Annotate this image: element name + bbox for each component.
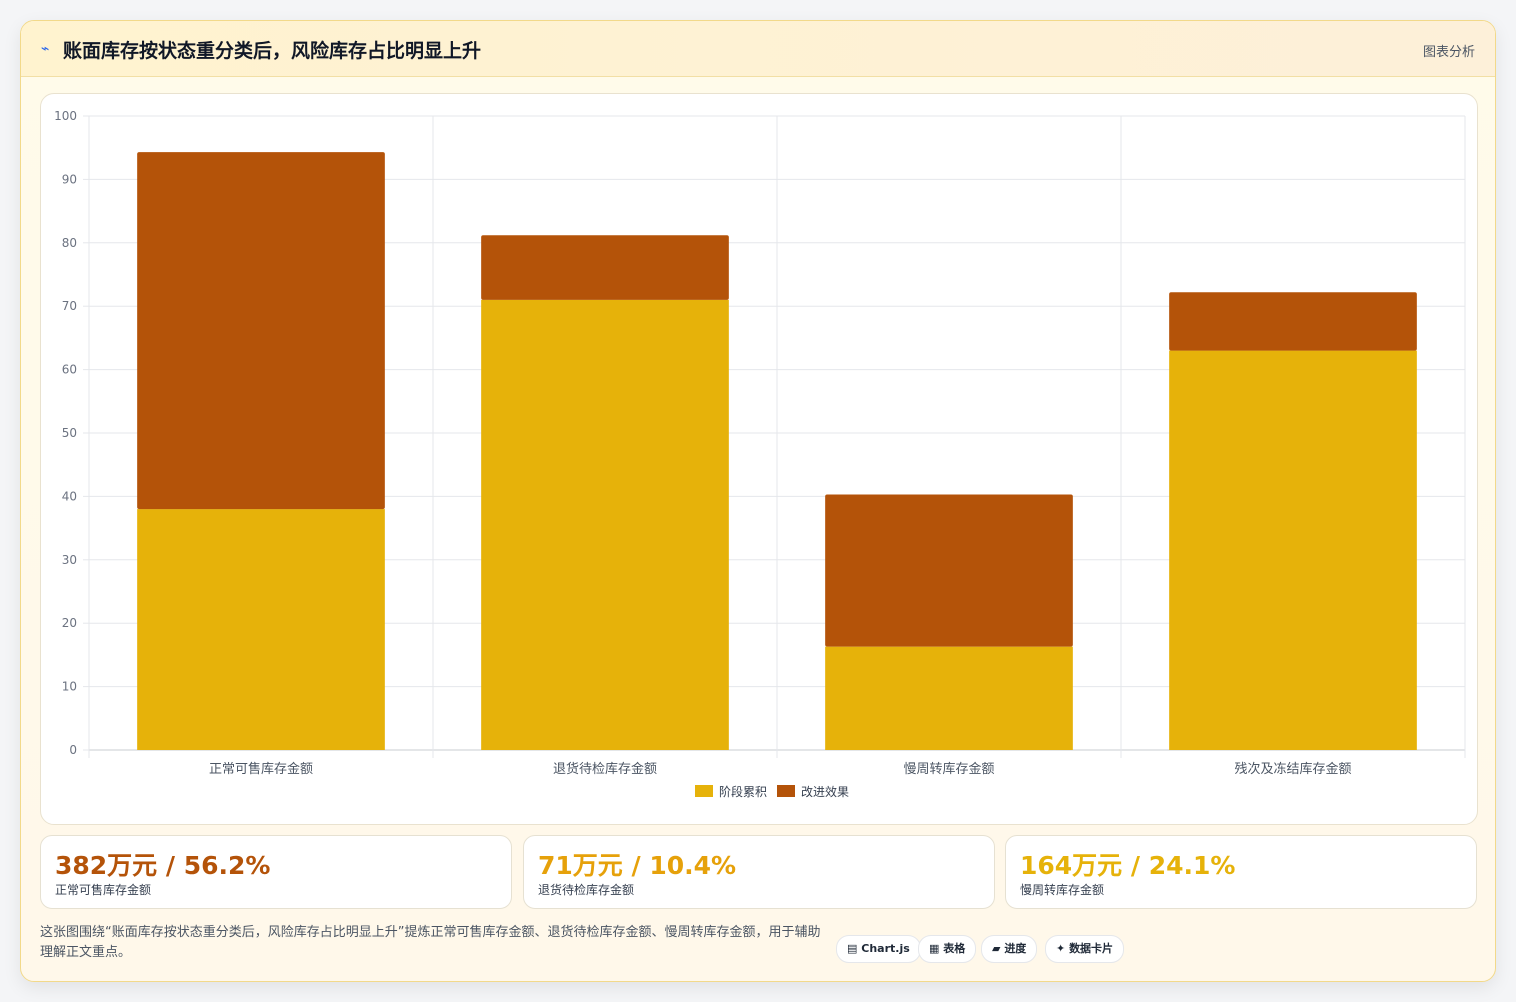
x-tick-label: 退货待检库存金额 (553, 761, 657, 777)
pill-progress[interactable]: ▰ 进度 (981, 935, 1038, 963)
y-tick-label: 80 (62, 236, 77, 250)
kpi-card-normal: 382万元 / 56.2% 正常可售库存金额 (40, 835, 512, 909)
x-tick-label: 正常可售库存金额 (209, 761, 313, 777)
page-title: 账面库存按状态重分类后，风险库存占比明显上升 (63, 40, 482, 62)
y-tick-label: 60 (62, 363, 77, 377)
pill-label: Chart.js (861, 942, 910, 955)
kpi-card-returns: 71万元 / 10.4% 退货待检库存金额 (523, 835, 995, 909)
pill-data-card[interactable]: ✦ 数据卡片 (1045, 935, 1125, 963)
bar-segment (481, 235, 729, 300)
legend-label: 阶段累积 (719, 784, 767, 799)
bar-segment (1169, 350, 1417, 750)
kpi-value: 164万元 / 24.1% (1020, 851, 1236, 880)
x-tick-label: 慢周转库存金额 (903, 761, 994, 777)
kpi-card-slow: 164万元 / 24.1% 慢周转库存金额 (1005, 835, 1477, 909)
y-tick-label: 50 (62, 426, 77, 440)
legend-swatch (777, 785, 795, 797)
kpi-value: 382万元 / 56.2% (55, 851, 271, 880)
kpi-label: 正常可售库存金额 (55, 883, 152, 897)
y-tick-label: 70 (62, 299, 77, 313)
legend-swatch (695, 785, 713, 797)
y-tick-label: 90 (62, 172, 77, 186)
category-tag: 图表分析 (1422, 45, 1475, 60)
progress-icon: ▰ (992, 942, 1001, 955)
sparkle-icon: ✦ (1056, 942, 1066, 955)
pill-label: 进度 (1004, 942, 1027, 955)
y-tick-label: 0 (69, 743, 77, 757)
pill-chartjs[interactable]: ▤ Chart.js (836, 935, 921, 963)
bar-segment (825, 494, 1073, 647)
kpi-value: 71万元 / 10.4% (538, 851, 737, 880)
kpi-label: 慢周转库存金额 (1020, 883, 1105, 897)
x-tick-label: 残次及冻结库存金额 (1234, 761, 1351, 777)
y-tick-label: 40 (62, 489, 77, 503)
legend-label: 改进效果 (801, 784, 849, 799)
stacked-bar-chart: 0 10 20 30 40 50 60 70 80 90 100 正常可售库存金额 退货待检库存金额 慢周… (54, 109, 1466, 799)
chart-line-icon: ⌁ (41, 41, 50, 57)
chart-icon: ▤ (847, 942, 858, 955)
bar-segment (1169, 292, 1417, 351)
chart-card: ⌁ 账面库存按状态重分类后，风险库存占比明显上升 图表分析 0 10 20 30 40 5… (20, 20, 1496, 982)
kpi-label: 退货待检库存金额 (538, 883, 635, 897)
bar-segment (481, 299, 729, 750)
chart-container: 0 10 20 30 40 50 60 70 80 90 100 正常可售库存金额 退货待检库存金额 慢周… (40, 93, 1478, 825)
pill-table[interactable]: ▦ 表格 (918, 935, 977, 963)
pill-label: 数据卡片 (1069, 942, 1114, 955)
y-tick-label: 10 (62, 680, 77, 694)
bar-segment (137, 509, 385, 750)
pill-label: 表格 (943, 942, 966, 955)
y-tick-label: 100 (54, 109, 77, 123)
y-tick-label: 20 (62, 616, 77, 630)
card-header: ⌁ 账面库存按状态重分类后，风险库存占比明显上升 图表分析 (21, 21, 1495, 77)
table-icon: ▦ (929, 942, 940, 955)
bar-segment (137, 152, 385, 510)
bar-segment (825, 646, 1073, 750)
chart-description: 这张图围绕“账面库存按状态重分类后，风险库存占比明显上升”提炼正常可售库存金额、… (40, 925, 821, 960)
y-tick-label: 30 (62, 553, 77, 567)
